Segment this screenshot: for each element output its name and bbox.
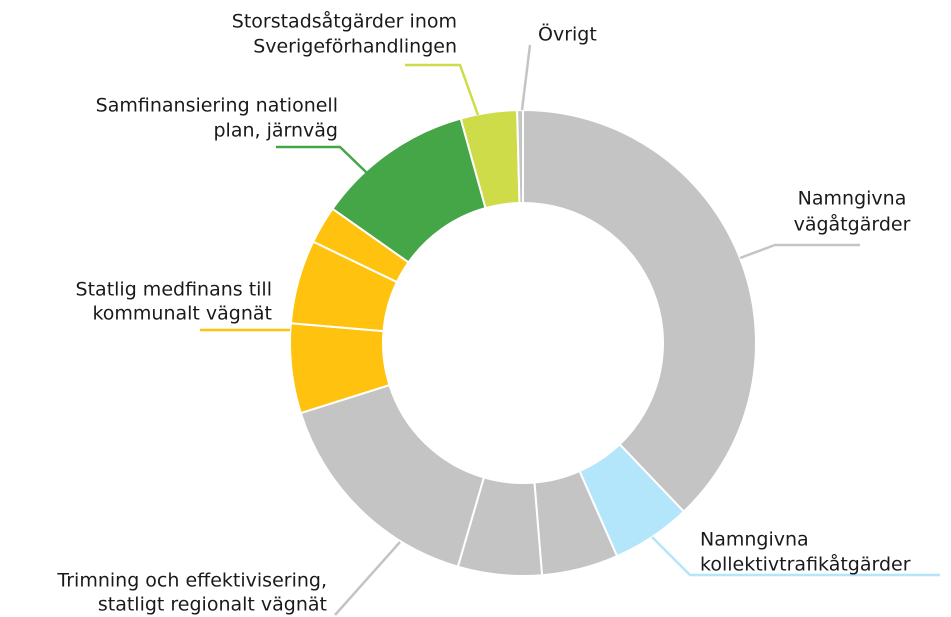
donut-segment <box>522 108 757 514</box>
donut-segment <box>299 383 486 568</box>
segment-label: Namngivna vägåtgärder <box>794 188 911 236</box>
segment-label: Storstadsåtgärder inom Sverigeförhandling… <box>232 10 457 58</box>
segment-label: Namngivna kollektivtrafikåtgärder <box>700 529 911 576</box>
labels: Namngivna vägåtgärder Namngivna kollektivtr… <box>56 10 940 616</box>
leader-line <box>334 541 401 616</box>
segment-label: Övrigt <box>538 23 597 46</box>
segment-label: Samfinansiering nationell plan, järnväg <box>96 95 338 142</box>
segment-label: Statlig medfinans till kommunalt vägnät <box>76 279 272 325</box>
leader-line <box>276 145 368 174</box>
donut-segment <box>516 108 524 205</box>
leader-line <box>651 536 940 577</box>
donut <box>289 108 757 577</box>
segment-label: Trimning och effektivisering, statligt re… <box>56 570 327 616</box>
leader-line <box>739 243 860 260</box>
leader-line <box>405 63 480 116</box>
leader-line <box>520 44 532 111</box>
